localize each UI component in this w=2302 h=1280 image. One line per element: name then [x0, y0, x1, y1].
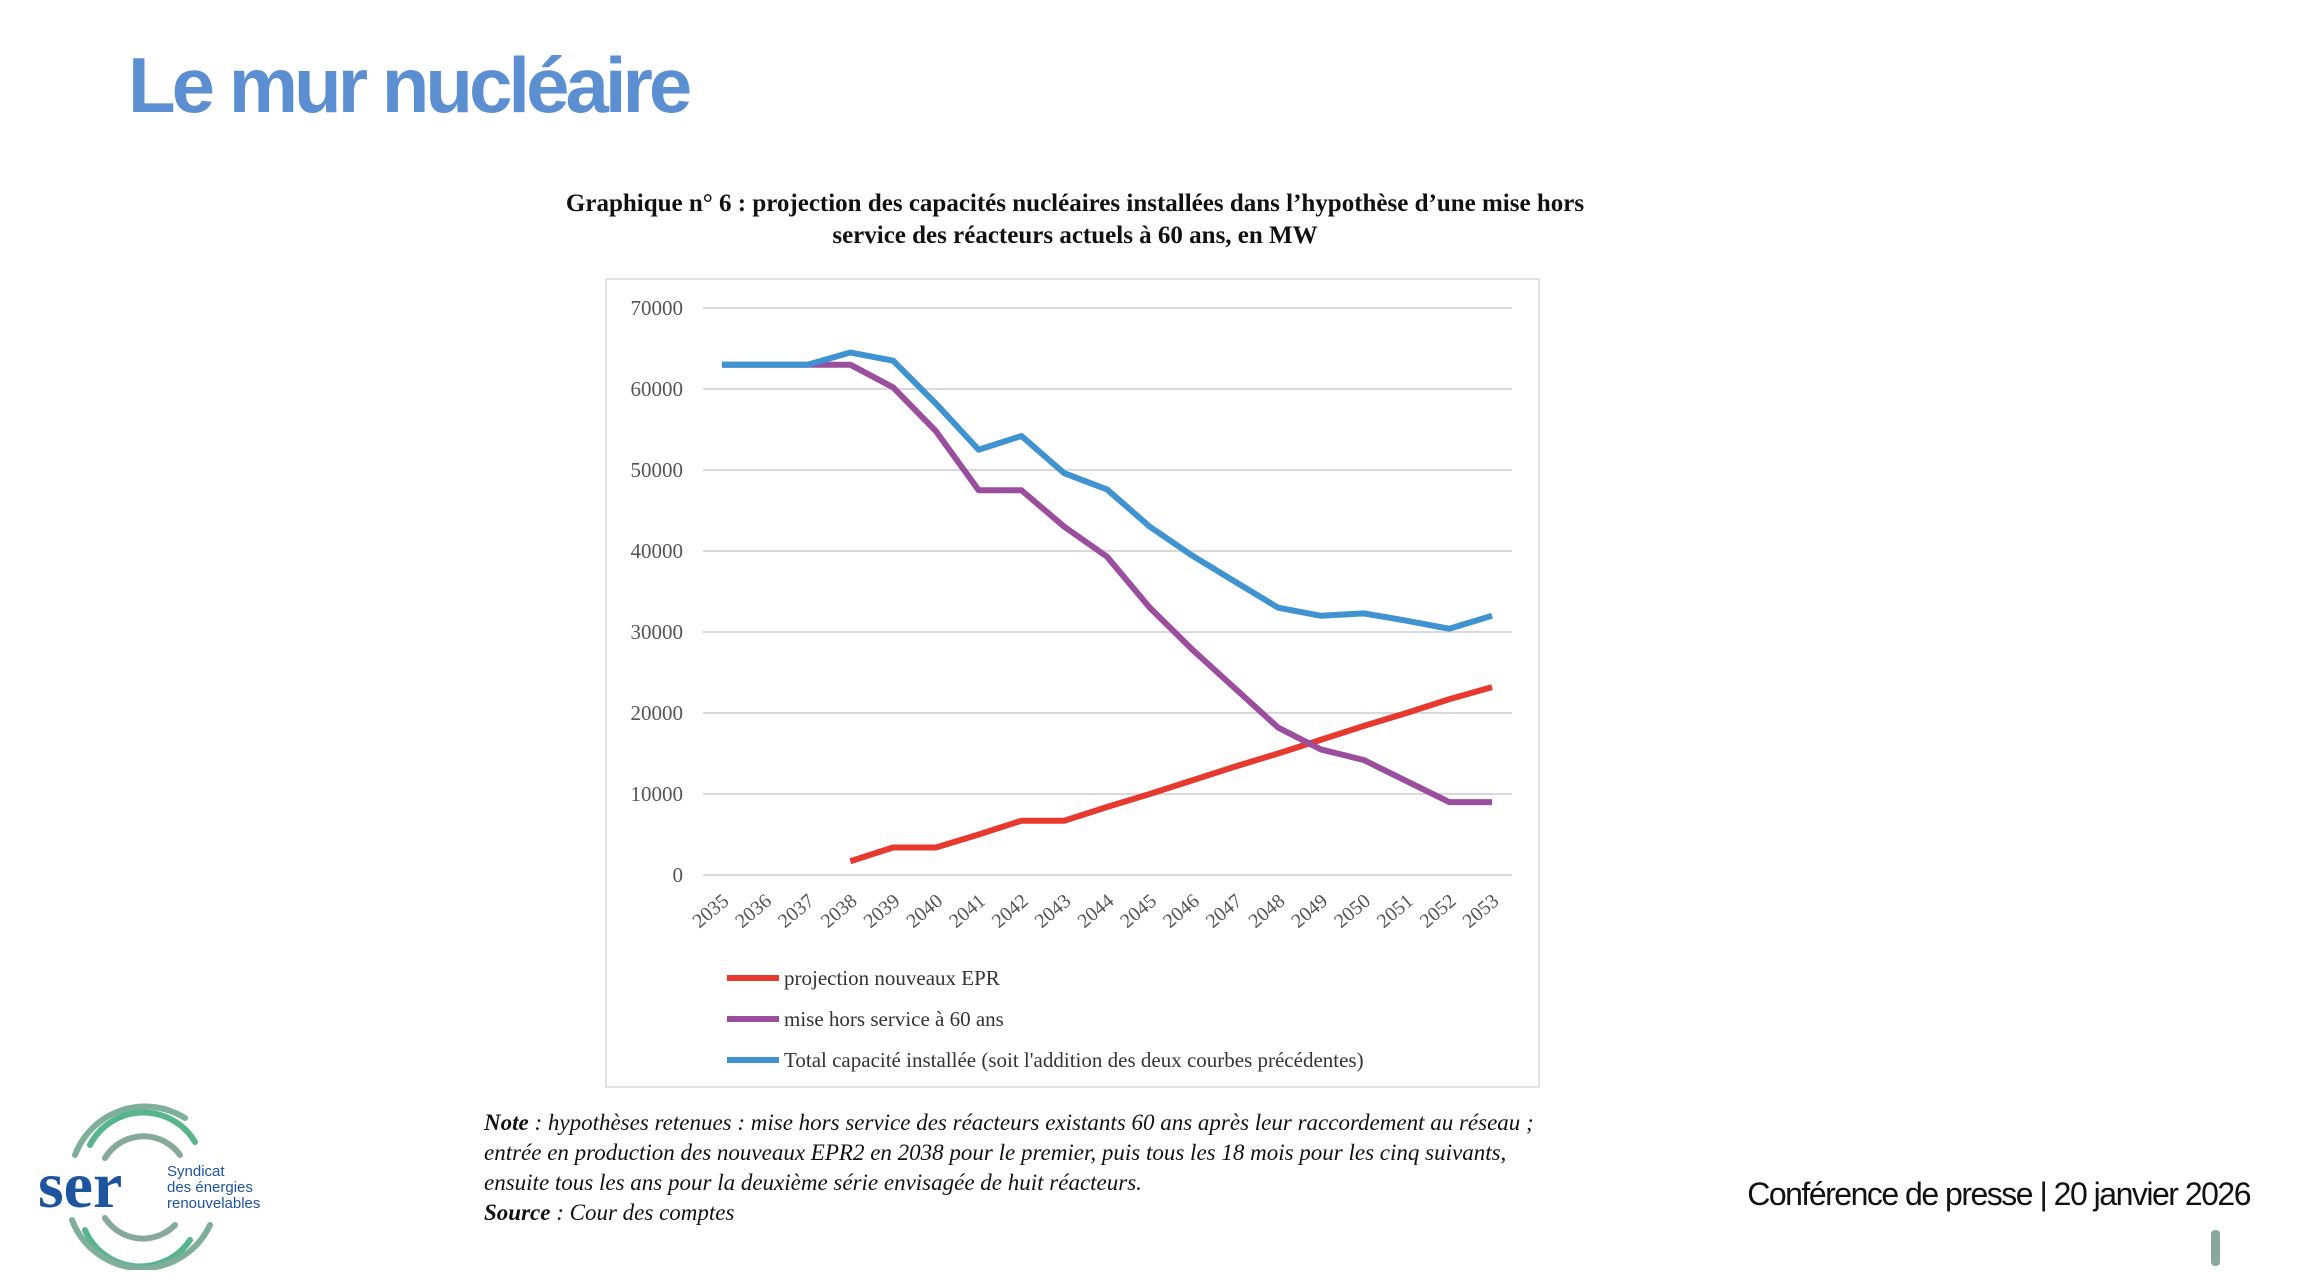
- x-tick-label: 2043: [1031, 890, 1076, 933]
- slide-indicator: [2211, 1230, 2220, 1266]
- logo-line2: des énergies: [167, 1179, 253, 1196]
- note-line2: entrée en production des nouveaux EPR2 e…: [484, 1140, 1507, 1165]
- y-tick-label: 10000: [631, 782, 684, 806]
- source-label: Source: [484, 1200, 551, 1225]
- x-tick-label: 2047: [1202, 890, 1247, 933]
- chart-title-line2: service des réacteurs actuels à 60 ans, …: [832, 222, 1318, 249]
- legend-label: mise hors service à 60 ans: [784, 1007, 1004, 1031]
- y-tick-label: 40000: [631, 539, 684, 563]
- note-label: Note: [484, 1110, 529, 1135]
- series-line-0: [849, 684, 1493, 865]
- note-line1: : hypothèses retenues : mise hors servic…: [528, 1110, 1534, 1135]
- y-tick-label: 0: [673, 863, 684, 887]
- x-tick-label: 2044: [1073, 890, 1118, 933]
- x-tick-label: 2052: [1416, 890, 1461, 933]
- x-tick-label: 2048: [1245, 890, 1290, 933]
- chart-frame: 0 10000 20000 30000 40000 50000 60000 70000 2035…: [605, 278, 1540, 1088]
- x-tick-label: 2037: [774, 890, 819, 933]
- x-tick-label: 2042: [988, 890, 1033, 933]
- y-tick-label: 60000: [631, 377, 684, 401]
- logo-line3: renouvelables: [167, 1195, 260, 1212]
- logo-mark: ser: [38, 1149, 122, 1222]
- x-tick-label: 2041: [945, 890, 990, 933]
- x-tick-label: 2036: [731, 890, 776, 933]
- series-line-2: [722, 349, 1493, 632]
- footer-text: Conférence de presse | 20 janvier 2026: [1747, 1176, 2251, 1212]
- x-tick-label: 2050: [1330, 890, 1375, 933]
- ser-logo: ser Syndicat des énergies renouvelables: [38, 1103, 260, 1270]
- source-text: : Cour des comptes: [550, 1200, 735, 1225]
- x-tick-label: 2040: [902, 890, 947, 933]
- series-line-1: [722, 361, 1492, 806]
- x-tick-label: 2051: [1373, 890, 1418, 933]
- x-tick-label: 2045: [1116, 890, 1161, 933]
- x-tick-label: 2049: [1287, 890, 1332, 933]
- legend-label: Total capacité installée (soit l'additio…: [784, 1048, 1364, 1072]
- y-tick-label: 30000: [631, 620, 684, 644]
- y-tick-label: 50000: [631, 458, 684, 482]
- x-tick-label: 2035: [688, 890, 733, 933]
- x-tick-label: 2038: [817, 890, 862, 933]
- slide-title: Le mur nucléaire: [128, 41, 692, 129]
- chart-title-line1: Graphique n° 6 : projection des capacité…: [565, 190, 1585, 217]
- line-chart: 0 10000 20000 30000 40000 50000 60000 70000 2035…: [631, 296, 1512, 1072]
- chart-note: Note : hypothèses retenues : mise hors s…: [484, 1108, 1534, 1228]
- x-tick-label: 2046: [1159, 890, 1204, 933]
- x-tick-label: 2053: [1458, 890, 1503, 933]
- legend-label: projection nouveaux EPR: [784, 966, 1000, 990]
- x-tick-label: 2039: [860, 890, 905, 933]
- logo-line1: Syndicat: [167, 1163, 225, 1180]
- chart-title: Graphique n° 6 : projection des capacité…: [480, 188, 1670, 252]
- y-tick-label: 20000: [631, 701, 684, 725]
- note-line3: ensuite tous les ans pour la deuxième sé…: [484, 1170, 1142, 1195]
- y-tick-label: 70000: [631, 296, 684, 320]
